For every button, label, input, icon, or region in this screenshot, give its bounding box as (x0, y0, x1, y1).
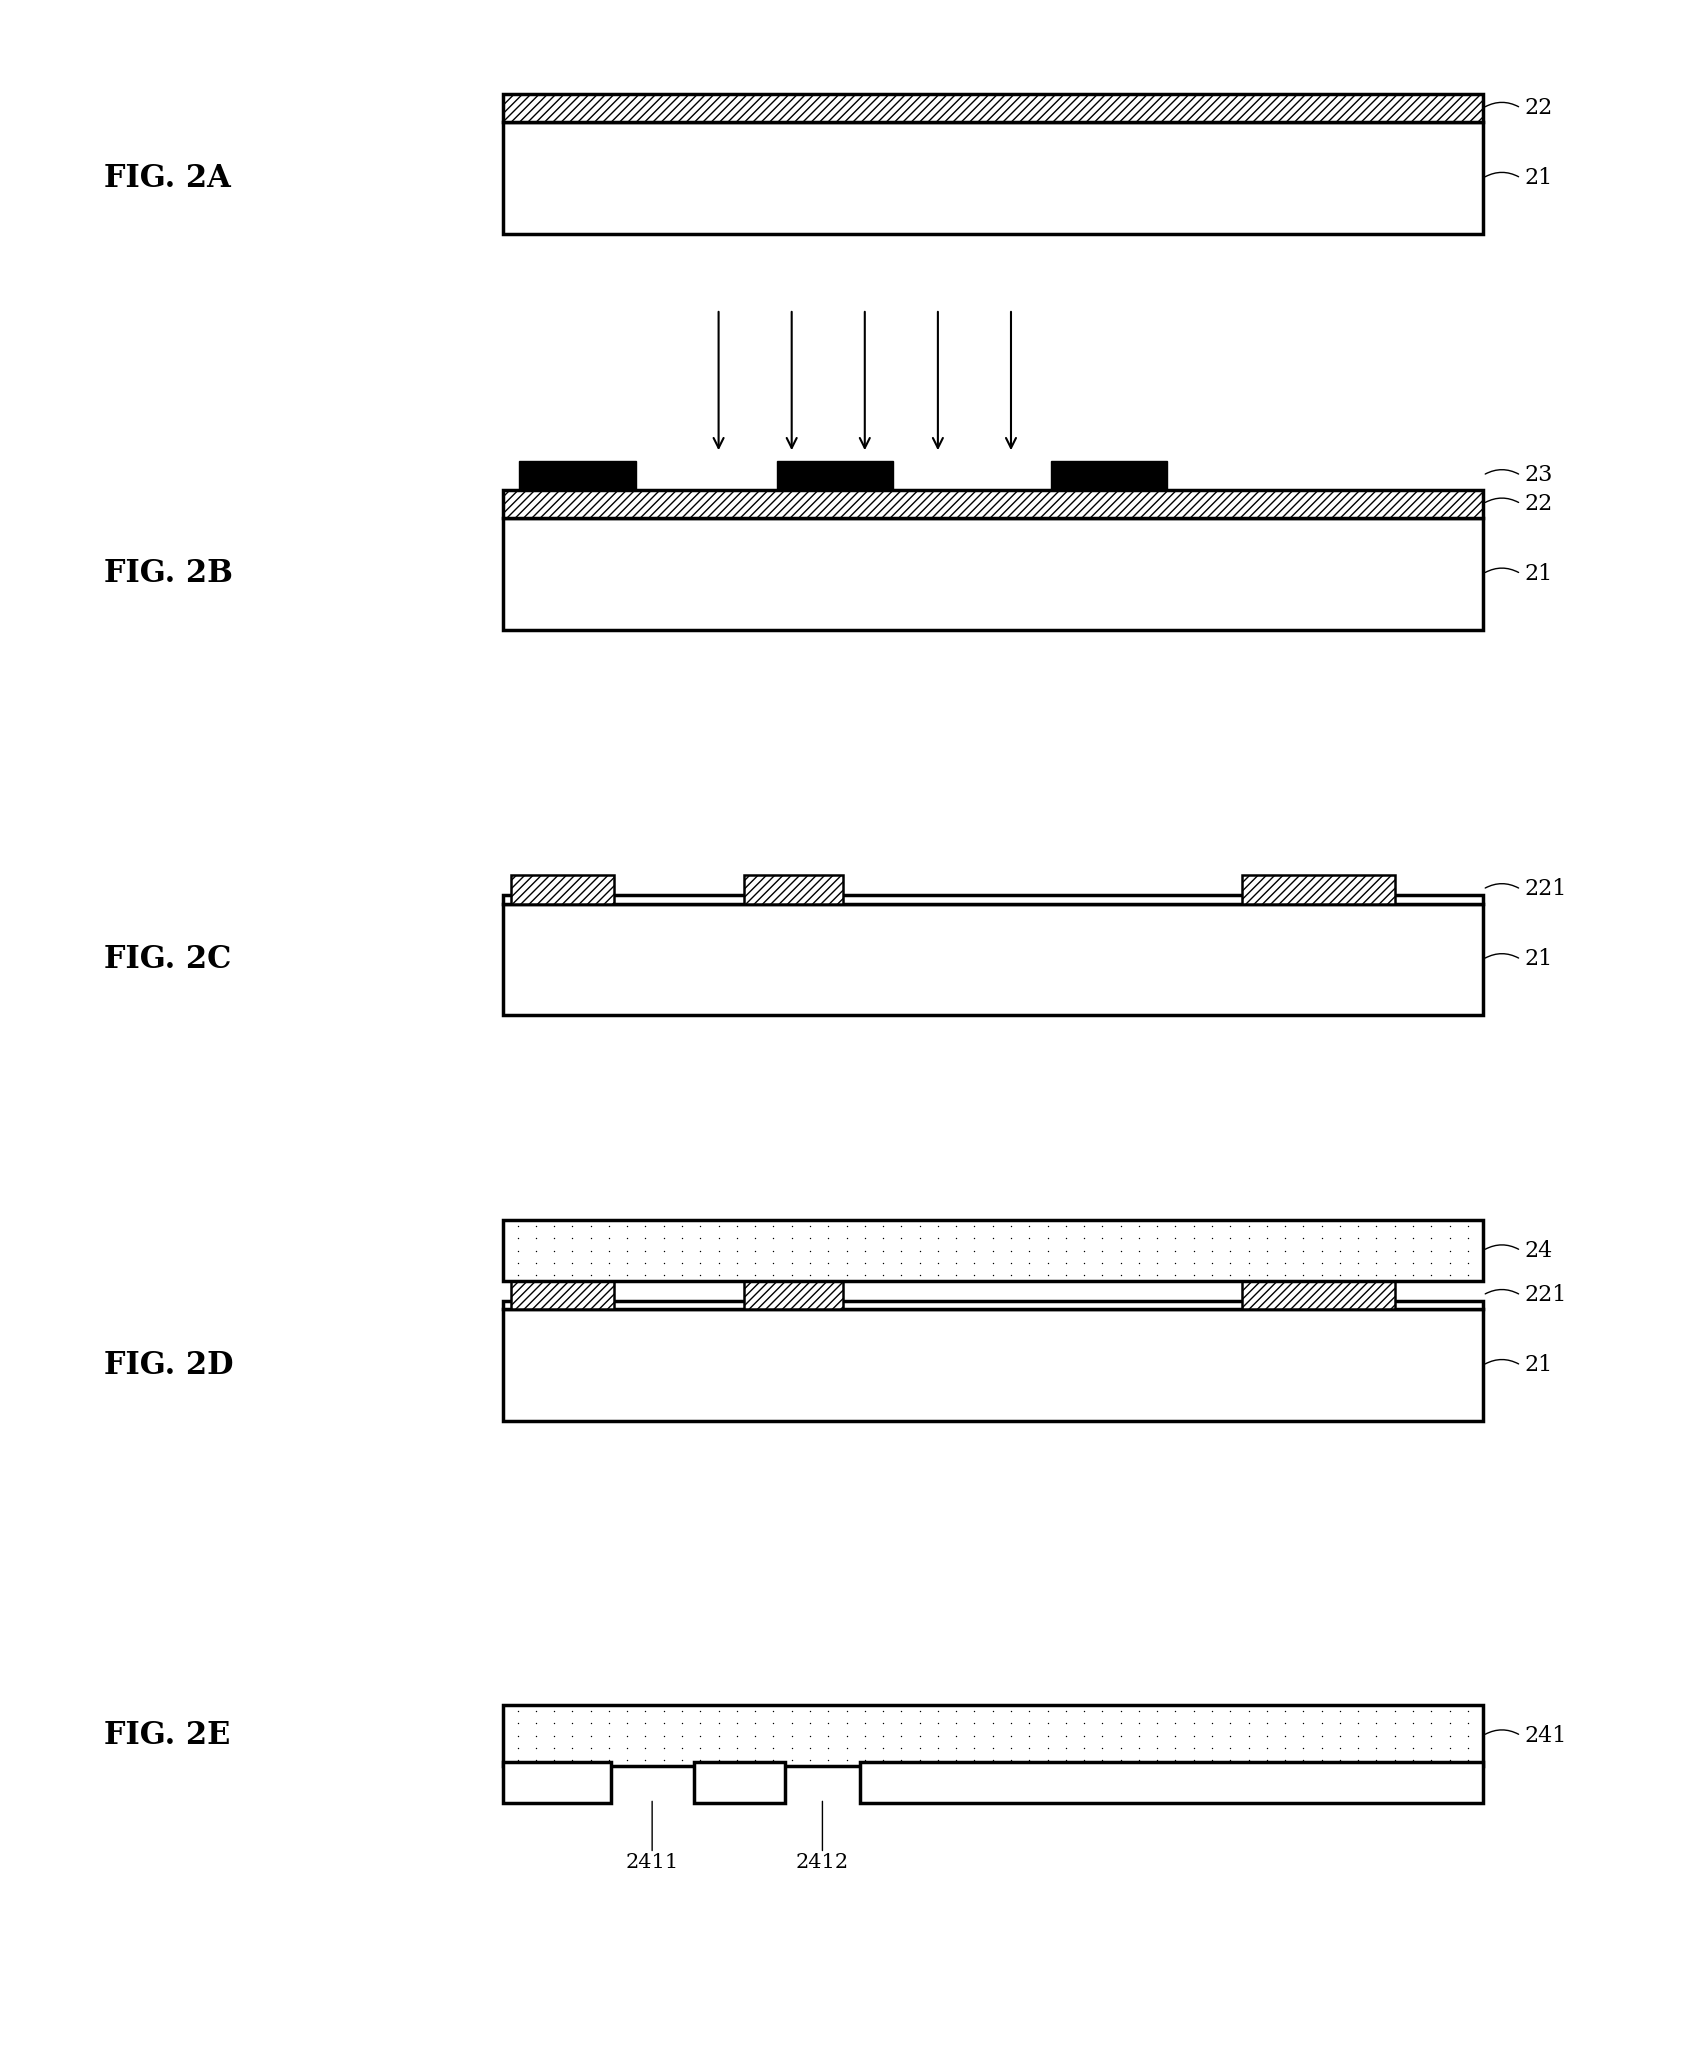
Bar (744, 876, 843, 903)
Text: 21: 21 (1524, 563, 1553, 584)
Bar (1051, 462, 1167, 489)
Text: FIG. 2A: FIG. 2A (104, 164, 230, 193)
Text: 23: 23 (1524, 464, 1553, 487)
Text: 21: 21 (1524, 1354, 1553, 1377)
Text: 2412: 2412 (795, 1854, 850, 1872)
Bar (777, 462, 892, 489)
Text: 21: 21 (1524, 949, 1553, 971)
Bar (860, 1762, 1483, 1802)
Text: 241: 241 (1524, 1725, 1567, 1746)
Bar (502, 518, 1483, 630)
Bar (502, 1762, 611, 1802)
Text: 21: 21 (1524, 168, 1553, 188)
Bar (744, 1282, 843, 1309)
Bar (502, 489, 1483, 518)
Text: 22: 22 (1524, 493, 1553, 516)
Text: FIG. 2E: FIG. 2E (104, 1721, 230, 1752)
Text: 22: 22 (1524, 97, 1553, 120)
Text: 24: 24 (1524, 1241, 1553, 1261)
Bar (502, 122, 1483, 234)
Text: 221: 221 (1524, 1284, 1567, 1307)
Text: 2411: 2411 (625, 1854, 679, 1872)
Bar (502, 1309, 1483, 1421)
Bar (502, 1220, 1483, 1282)
Text: FIG. 2D: FIG. 2D (104, 1350, 233, 1381)
Bar (1241, 876, 1395, 903)
Bar (511, 876, 613, 903)
Text: 221: 221 (1524, 878, 1567, 901)
Text: FIG. 2B: FIG. 2B (104, 559, 233, 590)
Bar (511, 1282, 613, 1309)
Bar (502, 903, 1483, 1015)
Bar (519, 462, 635, 489)
Bar (502, 93, 1483, 122)
Bar (693, 1762, 785, 1802)
Bar (1241, 1282, 1395, 1309)
Bar (502, 895, 1483, 903)
Bar (502, 1704, 1483, 1767)
Bar (502, 1301, 1483, 1309)
Text: FIG. 2C: FIG. 2C (104, 944, 232, 975)
